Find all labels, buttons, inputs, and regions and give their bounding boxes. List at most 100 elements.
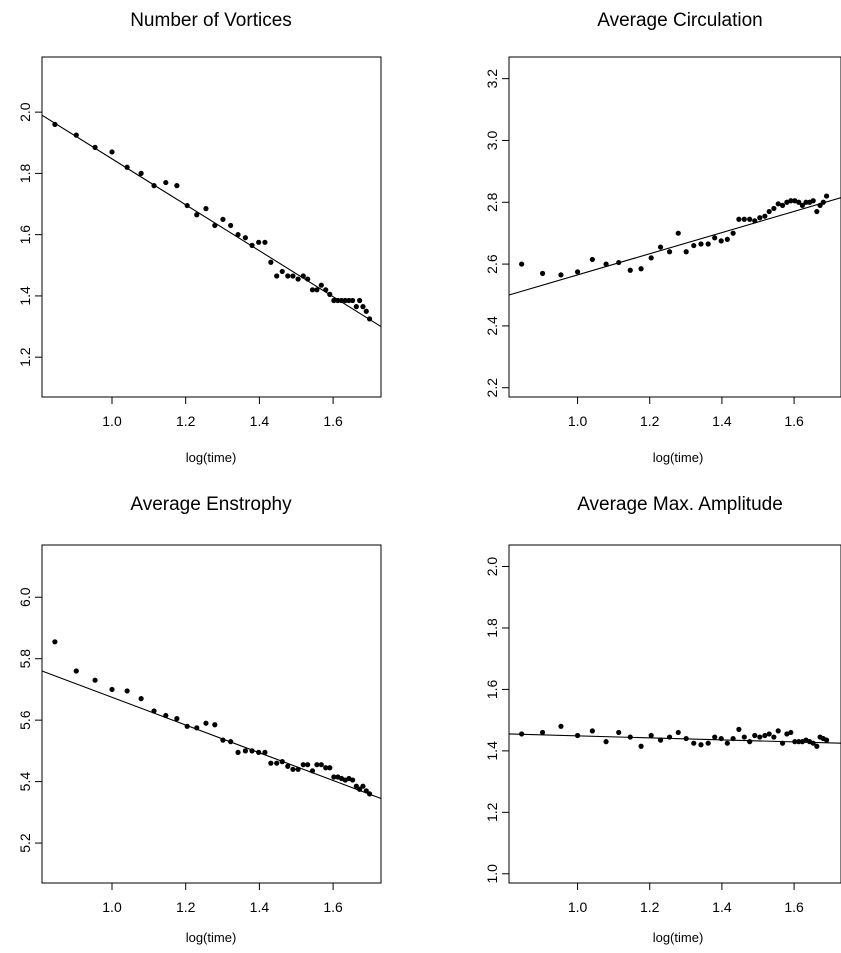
data-point [285, 273, 291, 279]
data-point [810, 198, 816, 204]
x-tick-label: 1.0 [102, 413, 122, 429]
data-point [52, 639, 58, 645]
data-point [603, 261, 609, 267]
data-point [574, 732, 581, 739]
panel-title: Average Enstrophy [130, 494, 292, 515]
plot-frame [41, 544, 382, 884]
x-axis-label: log(time) [653, 930, 704, 945]
data-point [724, 236, 730, 242]
data-point [766, 731, 772, 737]
data-point [589, 728, 595, 734]
data-point [235, 232, 241, 238]
x-tick-label: 1.2 [640, 413, 660, 429]
data-point [539, 729, 546, 736]
data-point [683, 735, 689, 742]
data-point [256, 239, 262, 245]
y-tick-label: 5.2 [17, 833, 33, 853]
data-point [242, 235, 248, 241]
data-point [698, 742, 704, 748]
y-tick-label: 3.0 [484, 131, 500, 151]
data-point [558, 723, 564, 729]
data-point [788, 729, 794, 736]
x-tick-label: 1.0 [102, 899, 122, 915]
data-point [803, 199, 809, 205]
y-tick-label: 2.0 [17, 102, 33, 122]
data-point [730, 735, 736, 742]
data-point [212, 722, 218, 728]
data-point [184, 723, 190, 729]
y-tick-label: 1.2 [17, 347, 33, 367]
data-point [730, 230, 736, 236]
data-point [184, 202, 190, 209]
x-tick-label: 1.4 [712, 899, 732, 915]
data-point [810, 740, 816, 746]
data-point [350, 777, 356, 783]
y-tick-label: 2.2 [484, 378, 500, 398]
y-tick-label: 1.4 [484, 741, 500, 761]
data-point [346, 297, 352, 304]
data-point [203, 720, 209, 726]
x-axis-label: log(time) [186, 450, 237, 465]
data-point [228, 739, 234, 745]
y-tick-label: 2.8 [484, 192, 500, 212]
data-point [194, 725, 200, 731]
data-point [151, 183, 157, 189]
data-point [762, 213, 768, 219]
data-point [736, 216, 742, 222]
data-point [718, 238, 724, 244]
data-point [799, 202, 805, 208]
data-point [657, 737, 664, 743]
plot-frame [508, 56, 841, 398]
fit-line [41, 670, 382, 800]
data-point [124, 688, 130, 694]
data-point [712, 734, 718, 740]
x-tick-label: 1.2 [640, 899, 660, 915]
data-point [784, 199, 790, 205]
data-point [274, 273, 280, 279]
data-point [92, 144, 98, 150]
y-tick-label: 5.4 [17, 772, 33, 792]
data-point [318, 282, 324, 288]
data-point [235, 749, 241, 756]
y-tick-label: 1.6 [484, 679, 500, 699]
data-point [820, 199, 826, 205]
data-point [327, 291, 333, 297]
panel-average-max-amplitude: Average Max. Amplitude log(time) 1.0 1.2 1… [484, 494, 841, 945]
x-tick-label: 1.0 [568, 899, 588, 915]
data-point [331, 297, 337, 304]
data-point [718, 735, 724, 742]
panel-title: Average Circulation [597, 10, 762, 31]
data-point [357, 786, 363, 792]
data-point [363, 788, 369, 794]
data-point [327, 765, 333, 771]
data-point [752, 732, 758, 739]
y-tick-label: 1.8 [17, 163, 33, 183]
data-point [109, 149, 115, 155]
data-point [109, 686, 115, 693]
data-point [342, 297, 348, 304]
panel-title: Number of Vortices [130, 10, 292, 31]
y-tick-label: 1.8 [484, 618, 500, 638]
data-point [360, 304, 366, 310]
data-point [698, 241, 704, 247]
data-point [290, 273, 296, 279]
data-point [353, 304, 359, 310]
data-point [779, 740, 786, 746]
y-tick-label: 2.0 [484, 557, 500, 577]
y-tick-label: 3.2 [484, 69, 500, 89]
data-point [796, 739, 802, 745]
data-point [574, 269, 581, 275]
x-axis-label: log(time) [653, 450, 704, 465]
data-point [823, 193, 830, 199]
data-point [249, 242, 255, 248]
y-tick-label: 5.6 [17, 710, 33, 730]
data-point [228, 222, 234, 229]
data-point [788, 198, 794, 204]
y-tick-label: 1.2 [484, 802, 500, 822]
data-point [691, 242, 697, 249]
y-tick-label: 2.4 [484, 316, 500, 336]
y-tick-label: 2.6 [484, 254, 500, 274]
data-point [285, 763, 291, 769]
x-tick-label: 1.4 [250, 413, 270, 429]
